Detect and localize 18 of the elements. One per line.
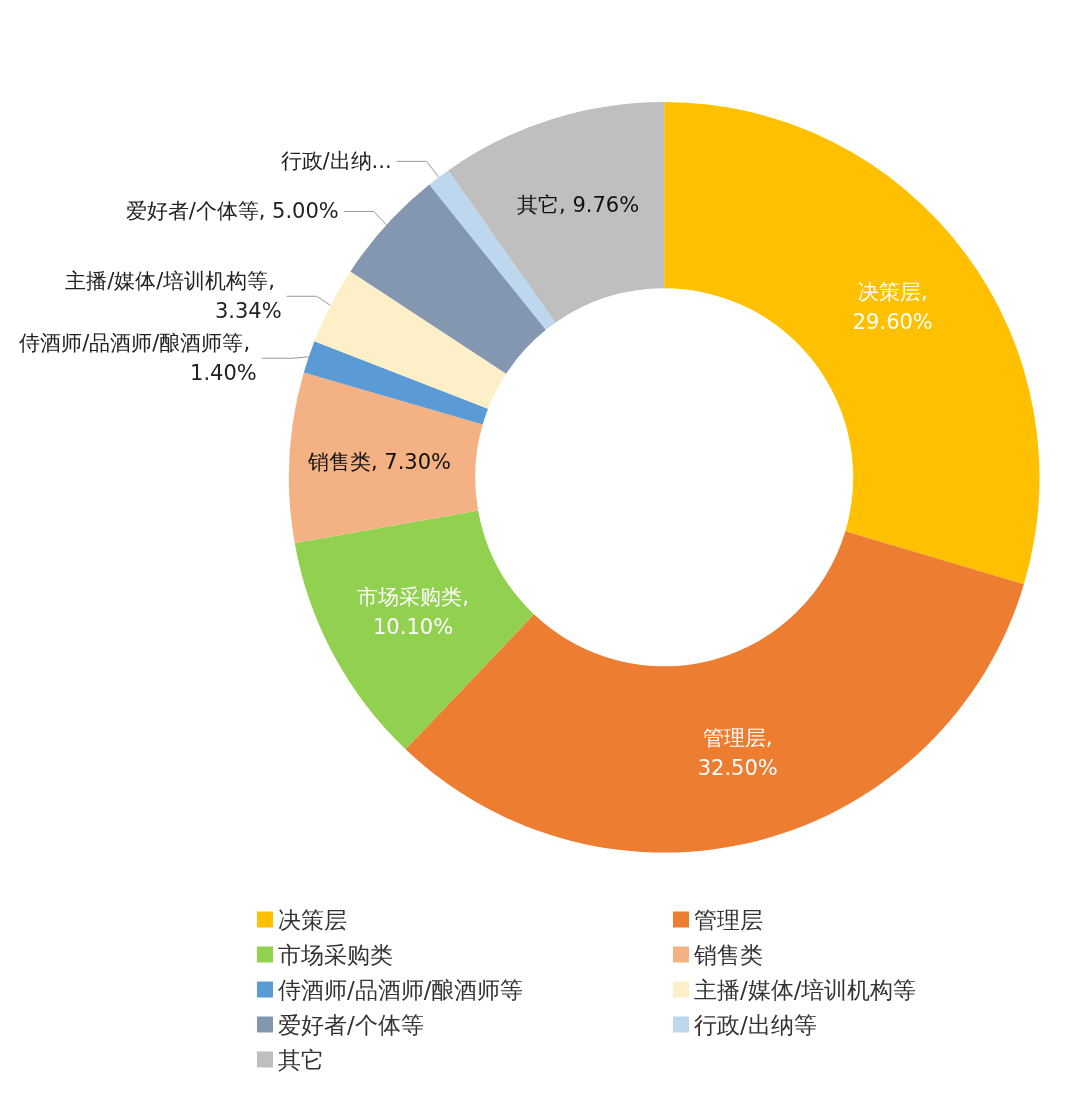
data-label: 市场采购类, 10.10%: [357, 585, 469, 640]
data-label: 爱好者/个体等, 5.00%: [125, 199, 339, 224]
legend-label: 行政/出纳等: [694, 1011, 817, 1038]
legend-label: 管理层: [694, 906, 763, 933]
legend-label: 侍酒师/品酒师/酿酒师等: [278, 976, 524, 1003]
legend-label: 市场采购类: [278, 941, 393, 968]
data-label: 侍酒师/品酒师/酿酒师等, 1.40%: [19, 331, 257, 386]
data-label: 主播/媒体/培训机构等, 3.34%: [65, 269, 282, 324]
legend-label: 主播/媒体/培训机构等: [694, 976, 917, 1003]
data-label: 其它, 9.76%: [517, 193, 640, 218]
legend-label: 其它: [278, 1046, 324, 1073]
data-label: 决策层, 29.60%: [852, 279, 933, 334]
legend-label: 爱好者/个体等: [278, 1011, 424, 1038]
data-label: 销售类, 7.30%: [306, 450, 451, 475]
data-label: 管理层, 32.50%: [697, 725, 778, 780]
legend-label: 销售类: [693, 941, 763, 968]
legend-label: 决策层: [278, 906, 347, 933]
data-label: 行政/出纳...: [280, 149, 392, 174]
